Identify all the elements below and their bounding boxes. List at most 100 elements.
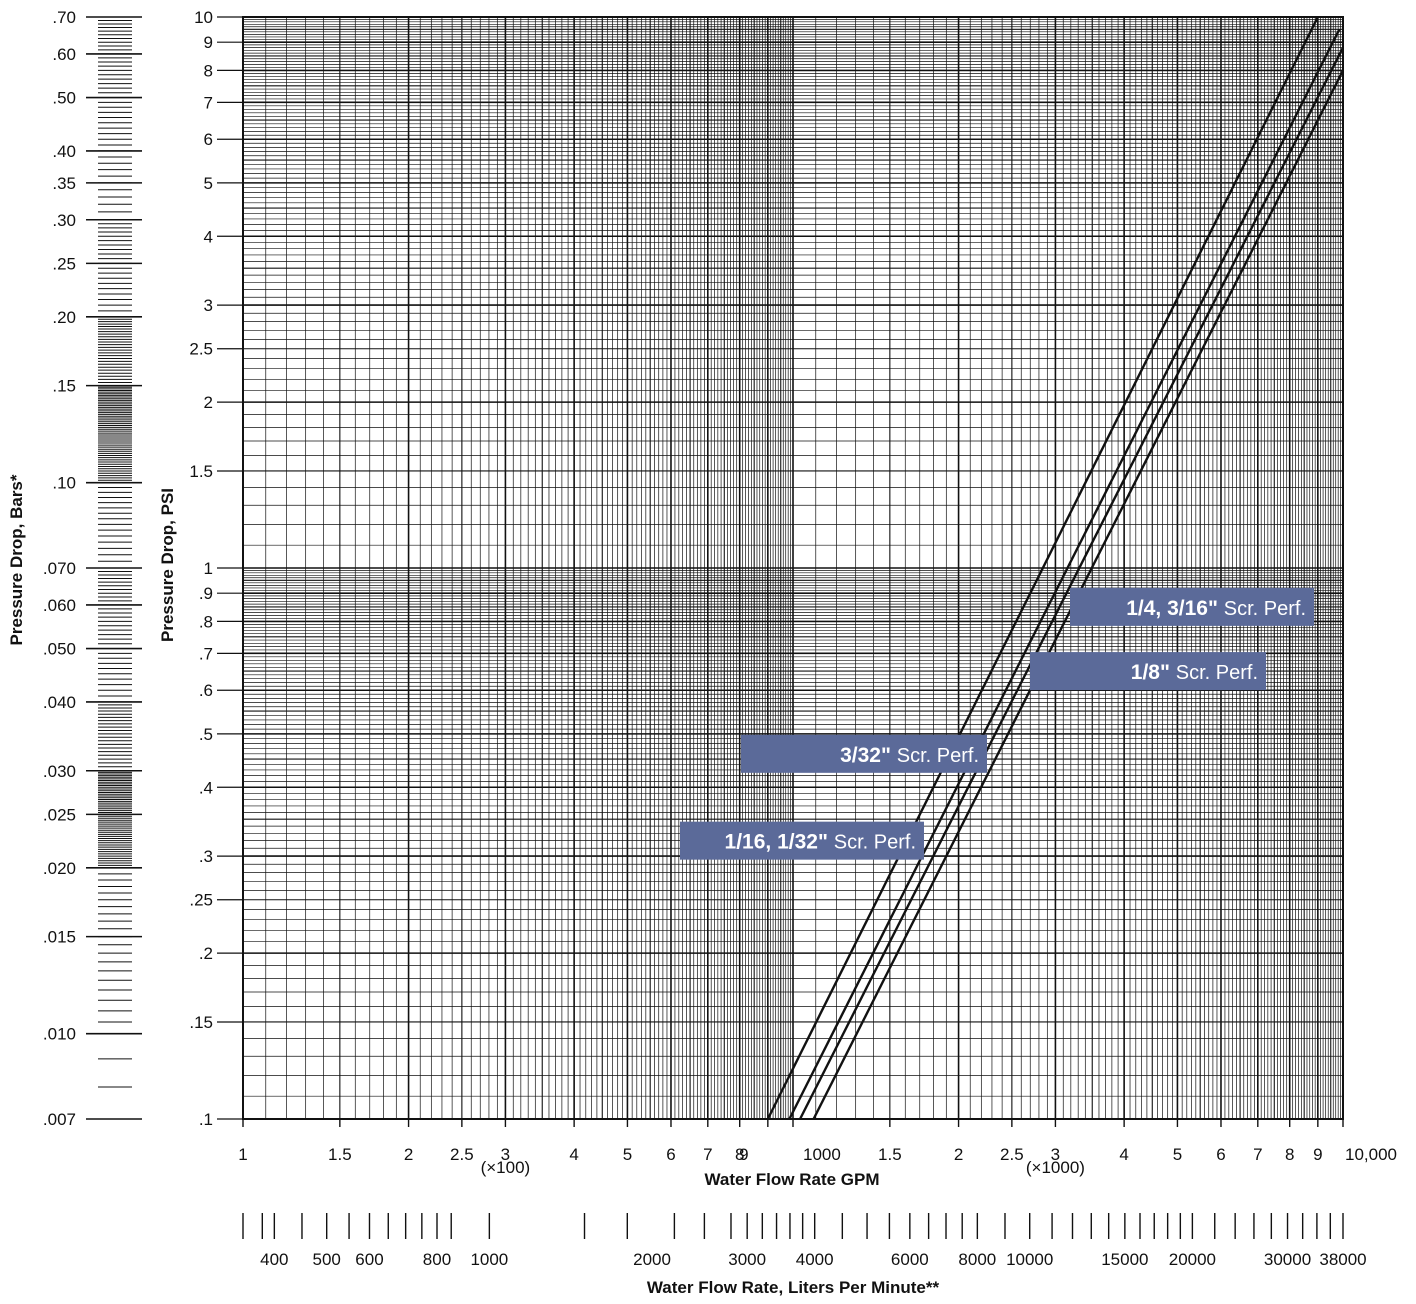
y-tick-label: .7 (199, 644, 213, 663)
y-tick-label: 10 (194, 8, 213, 27)
x-tick-label: 6 (666, 1145, 675, 1164)
bars-tick-label: .007 (43, 1110, 76, 1129)
x-tick-label: 5 (623, 1145, 632, 1164)
bars-tick-label: .015 (43, 928, 76, 947)
x-multiplier-label: (×100) (481, 1158, 531, 1177)
x-tick-label: 8 (1285, 1145, 1294, 1164)
y-tick-label: 7 (204, 93, 213, 112)
series-label-box (1070, 587, 1314, 626)
x-tick-label: 10,000 (1345, 1145, 1397, 1164)
lpm-axis-title: Water Flow Rate, Liters Per Minute** (647, 1278, 940, 1297)
x-tick-label: 3 (501, 1145, 510, 1164)
y-tick-label: .9 (199, 584, 213, 603)
series-label-2: 3/32" Scr. Perf. (741, 734, 987, 773)
series-label-size: 1/16, 1/32" (725, 831, 834, 854)
series-label-box (741, 734, 987, 773)
lpm-tick-label: 6000 (891, 1250, 929, 1269)
x-tick-label: 9 (739, 1145, 748, 1164)
lpm-tick-label: 2000 (633, 1250, 671, 1269)
x-tick-label: 1 (238, 1145, 247, 1164)
lpm-axis: 400 500 600 800 1000 2000 3000 4000 6000 8000 1000… (242, 1213, 1367, 1269)
y-tick-label: 2.5 (189, 340, 213, 359)
y-tick-label: 4 (204, 227, 213, 246)
bars-tick-label: .020 (43, 859, 76, 878)
bars-tick-label: .30 (52, 211, 76, 230)
bars-tick-label: .030 (43, 762, 76, 781)
y-tick-label: .5 (199, 725, 213, 744)
y-axis-title: Pressure Drop, PSI (158, 488, 177, 642)
bars-tick-label: .60 (52, 45, 76, 64)
x-axis-title: Water Flow Rate GPM (704, 1170, 879, 1189)
series-label-1: 1/16, 1/32" Scr. Perf. (680, 821, 924, 860)
y-tick-label: 1 (204, 559, 213, 578)
series-label-text: 3/32" Scr. Perf. (840, 744, 979, 767)
y-tick-label: 1.5 (189, 462, 213, 481)
x-tick-label: 1.5 (878, 1145, 902, 1164)
lpm-tick-label: 4000 (796, 1250, 834, 1269)
y-tick-label: .3 (199, 847, 213, 866)
x-tick-label: 1.5 (328, 1145, 352, 1164)
y-axis-ticks: .1 .15 .2 .25 .3 .4 .5 .6 .7 .8 .9 1 1.5 2 2.5 3 4 5 6 7 8 9 1… (189, 8, 243, 1129)
x-tick-label: 3 (1051, 1145, 1060, 1164)
plot-grid (242, 16, 1344, 1120)
x-tick-label: 9 (1313, 1145, 1322, 1164)
lpm-tick-label: 400 (260, 1250, 288, 1269)
series-label-text: 1/16, 1/32" Scr. Perf. (725, 831, 916, 854)
lpm-tick-label: 8000 (958, 1250, 996, 1269)
series-label-suffix: Scr. Perf. (897, 745, 979, 767)
curve-line-1 (766, 16, 1319, 1120)
series-label-suffix: Scr. Perf. (1176, 662, 1258, 684)
series-label-text: 1/4, 3/16" Scr. Perf. (1126, 597, 1306, 620)
x-tick-label: 7 (703, 1145, 712, 1164)
x-tick-label: 2 (954, 1145, 963, 1164)
series-label-size: 1/8" (1131, 661, 1176, 684)
lpm-tick-label: 20000 (1169, 1250, 1216, 1269)
lpm-tick-label: 15000 (1101, 1250, 1148, 1269)
series-label-suffix: Scr. Perf. (1224, 598, 1306, 620)
grid-major-lines (242, 17, 1344, 1120)
y-tick-label: 8 (204, 61, 213, 80)
bars-tick-label: .20 (52, 308, 76, 327)
bars-tick-label: .50 (52, 89, 76, 108)
lpm-tick-label: 800 (423, 1250, 451, 1269)
y-tick-label: .2 (199, 944, 213, 963)
x-tick-label: 7 (1253, 1145, 1262, 1164)
bars-tick-label: .15 (52, 377, 76, 396)
x-multiplier-label: (×1000) (1026, 1158, 1085, 1177)
x-tick-label: 2.5 (1000, 1145, 1024, 1164)
bars-tick-label: .35 (52, 174, 76, 193)
x-tick-label: 8 (735, 1145, 744, 1164)
curve-line-2 (788, 28, 1341, 1120)
y-tick-label: .1 (199, 1110, 213, 1129)
lpm-tick-label: 38000 (1319, 1250, 1366, 1269)
x-axis-ticks: 1 1.5 2 2.5 3 4 5 6 7 89 1000 1.5 2 2.5 3 4 5 6 7 8 9 10,000(… (238, 1119, 1397, 1177)
y-tick-label: 3 (204, 296, 213, 315)
y-tick-label: 2 (204, 393, 213, 412)
series-label-4: 1/4, 3/16" Scr. Perf. (1070, 587, 1314, 626)
series-label-box (680, 821, 924, 860)
lpm-tick-label: 600 (355, 1250, 383, 1269)
x-tick-label: 6 (1216, 1145, 1225, 1164)
series-labels: 1/16, 1/32" Scr. Perf.3/32" Scr. Perf.1/… (680, 587, 1314, 860)
x-tick-label: 2.5 (450, 1145, 474, 1164)
y-tick-label: 5 (204, 174, 213, 193)
y-tick-label: 9 (204, 33, 213, 52)
series-label-text: 1/8" Scr. Perf. (1131, 661, 1258, 684)
x-tick-label: 4 (569, 1145, 578, 1164)
series-label-suffix: Scr. Perf. (834, 832, 916, 854)
series-label-box (1030, 652, 1266, 691)
bars-tick-label: .25 (52, 254, 76, 273)
series-label-size: 1/4, 3/16" (1126, 597, 1224, 620)
y-tick-label: .4 (199, 778, 213, 797)
x-tick-label: 1000 (803, 1145, 841, 1164)
bars-tick-label: .060 (43, 596, 76, 615)
y-tick-label: .25 (189, 891, 213, 910)
bars-tick-label: .050 (43, 640, 76, 659)
lpm-tick-label: 500 (313, 1250, 341, 1269)
bars-axis-title: Pressure Drop, Bars* (7, 474, 26, 645)
x-tick-label: 5 (1173, 1145, 1182, 1164)
bars-tick-label: .10 (52, 474, 76, 493)
series-label-3: 1/8" Scr. Perf. (1030, 652, 1266, 691)
x-tick-label: 2 (404, 1145, 413, 1164)
bars-tick-label: .70 (52, 8, 76, 27)
